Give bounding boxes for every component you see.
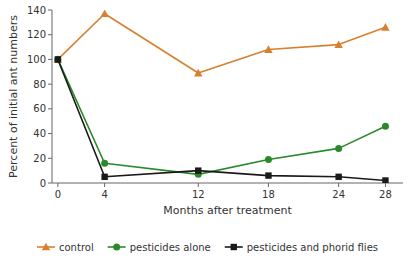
legend-marker (231, 244, 237, 250)
y-tick (48, 108, 52, 109)
series-marker (382, 177, 388, 183)
x-tick (268, 183, 269, 187)
series-marker (265, 156, 272, 163)
y-tick (48, 34, 52, 35)
series-marker (194, 69, 202, 77)
series-marker (54, 55, 62, 63)
y-tick-label: 100 (27, 54, 46, 65)
chart: 0 20 40 60 80 100 120 140 0 4 12 18 24 28 Months after… (0, 0, 415, 261)
x-tick-label: 18 (262, 189, 275, 200)
series-marker (381, 23, 389, 31)
data-group (54, 10, 390, 183)
x-tick-label: 12 (192, 189, 205, 200)
legend-item: pesticides alone (108, 242, 211, 253)
x-tick (198, 183, 199, 187)
legend-item: control (37, 242, 94, 253)
y-tick-label: 80 (33, 79, 46, 90)
series-marker (335, 145, 342, 152)
x-tick-label: 24 (332, 189, 345, 200)
legend-item: pesticides and phorid flies (225, 242, 378, 253)
x-tick (57, 183, 58, 187)
legend-label: pesticides and phorid flies (247, 242, 378, 253)
x-tick-label: 0 (55, 189, 61, 200)
y-tick-label: 20 (33, 153, 46, 164)
y-tick-label: 60 (33, 103, 46, 114)
series-marker (55, 56, 61, 62)
series-marker (334, 40, 342, 48)
y-axis (52, 10, 53, 183)
series-marker (265, 172, 271, 178)
legend-label: pesticides alone (130, 242, 211, 253)
series-marker (101, 160, 108, 167)
y-tick (48, 158, 52, 159)
y-tick-label: 140 (27, 5, 46, 16)
series-marker (54, 56, 61, 63)
legend: control pesticides alone pesticides and ph… (37, 242, 378, 253)
series-marker (100, 10, 108, 17)
y-tick-label: 120 (27, 29, 46, 40)
x-tick-label: 28 (379, 189, 392, 200)
y-tick-label: 0 (40, 178, 46, 189)
y-tick (48, 59, 52, 60)
series-marker (195, 167, 201, 173)
series-line (58, 14, 386, 73)
y-tick (48, 133, 52, 134)
series-line (58, 59, 386, 174)
y-tick (48, 10, 52, 11)
y-tick-label: 40 (33, 128, 46, 139)
y-tick (48, 183, 52, 184)
legend-marker (113, 244, 120, 251)
series-marker (382, 123, 389, 130)
x-tick (338, 183, 339, 187)
series-line (58, 59, 386, 180)
plot-area (52, 10, 403, 183)
x-tick (385, 183, 386, 187)
series-marker (264, 45, 272, 53)
series-marker (101, 174, 107, 180)
x-tick (104, 183, 105, 187)
y-tick (48, 84, 52, 85)
x-axis-label: Months after treatment (163, 204, 292, 217)
legend-label: control (59, 242, 94, 253)
y-axis-label: Percent of initial ant numbers (7, 15, 20, 178)
x-tick-label: 4 (101, 189, 107, 200)
legend-marker (42, 243, 50, 251)
series-marker (335, 174, 341, 180)
